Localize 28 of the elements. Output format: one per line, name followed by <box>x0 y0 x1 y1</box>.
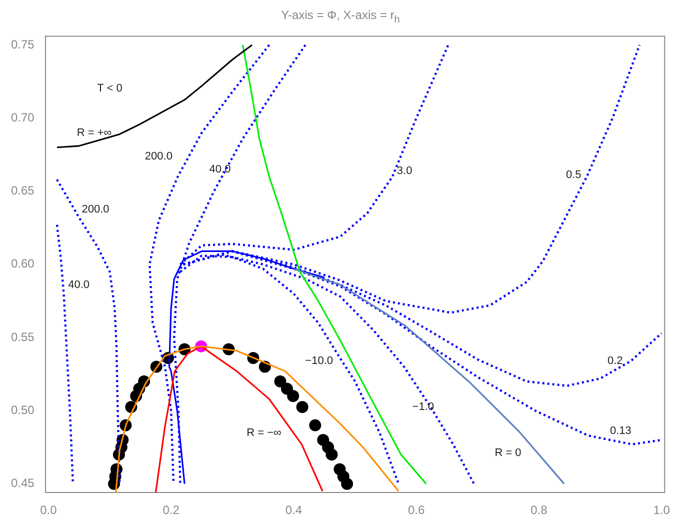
y-tick-label: 0.45 <box>10 476 35 490</box>
annotation: 40.0 <box>68 278 90 291</box>
y-tick-label: 0.55 <box>10 330 35 344</box>
annotation: 200.0 <box>82 204 110 216</box>
y-tick-label: 0.65 <box>10 184 35 198</box>
x-tick-label: 0.6 <box>408 503 426 518</box>
annotation: R = −∞ <box>246 426 282 439</box>
x-tick-label: 0.2 <box>162 503 180 518</box>
annotation: R = 0 <box>494 446 522 459</box>
x-tick-label: 0.8 <box>530 503 548 518</box>
y-tick-label: 0.60 <box>10 256 35 271</box>
annotation: 200.0 <box>144 150 172 162</box>
annotation: 40.0 <box>209 164 231 176</box>
annotation: R = +∞ <box>76 126 112 139</box>
y-tick-label: 0.70 <box>10 110 35 124</box>
annotation: −10.0 <box>305 355 334 368</box>
annotation: 3.0 <box>396 164 412 177</box>
annotation: T < 0 <box>97 82 122 95</box>
y-tick-label: 0.75 <box>10 37 35 52</box>
x-tick-label: 0.0 <box>40 503 58 518</box>
annotation: −1.0 <box>412 400 434 413</box>
annotation: 0.5 <box>566 168 582 181</box>
annotation: 0.2 <box>607 355 623 368</box>
annotation: 0.13 <box>610 425 632 438</box>
y-tick-label: 0.50 <box>10 402 35 417</box>
chart-title: Y-axis = Φ, X-axis = r$_{h}$ <box>280 8 401 26</box>
x-tick-label: 0.4 <box>285 503 302 518</box>
x-tick-label: 1.0 <box>653 503 670 518</box>
